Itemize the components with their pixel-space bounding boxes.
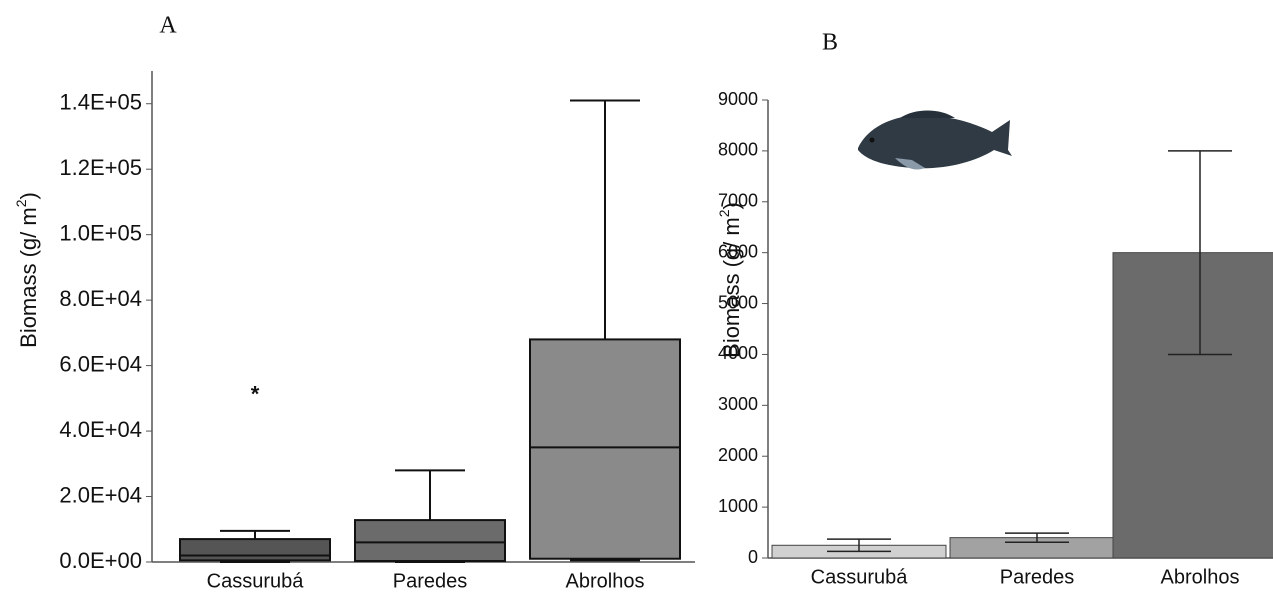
- x-tick-label: Paredes: [1000, 566, 1075, 588]
- y-axis-label: Biomass (g/ m2): [716, 202, 744, 358]
- y-tick-label: 7000: [718, 191, 758, 211]
- x-tick-label: Cassurubá: [207, 570, 305, 592]
- bar: [1112, 252, 1273, 559]
- outlier: *: [251, 382, 260, 407]
- y-axis-label-sup: 2: [716, 209, 732, 217]
- y-tick-label: 1.4E+05: [59, 90, 142, 115]
- box: [529, 338, 681, 560]
- y-tick-label: 0: [748, 547, 758, 567]
- y-tick-label: 4.0E+04: [59, 417, 142, 442]
- y-tick-label: 2000: [718, 445, 758, 465]
- y-tick-label: 4000: [718, 343, 758, 363]
- y-tick-label: 0.0E+00: [59, 548, 142, 573]
- y-tick-label: 8.0E+04: [59, 286, 142, 311]
- y-axis-label: Biomass (g/ m2): [13, 192, 41, 348]
- box: [179, 538, 331, 562]
- x-tick-label: Cassurubá: [811, 566, 909, 588]
- y-axis-label-close: ): [719, 202, 744, 209]
- y-tick-label: 1000: [718, 496, 758, 516]
- x-tick-label: Abrolhos: [1161, 566, 1240, 588]
- x-tick-label: Abrolhos: [566, 570, 645, 592]
- y-tick-label: 6000: [718, 241, 758, 261]
- box: [354, 519, 506, 563]
- y-axis-label-text: Biomass (g/ m: [16, 207, 41, 348]
- x-tick-label: Paredes: [393, 570, 468, 592]
- y-tick-label: 5000: [718, 292, 758, 312]
- y-axis-label-close: ): [16, 192, 41, 199]
- y-tick-label: 9000: [718, 89, 758, 109]
- y-axis-label-sup: 2: [13, 199, 29, 207]
- y-tick-label: 3000: [718, 394, 758, 414]
- panel-label: A: [159, 13, 177, 39]
- y-tick-label: 1.0E+05: [59, 220, 142, 245]
- panel-label: B: [822, 30, 838, 56]
- fish-icon: [858, 110, 1012, 170]
- y-axis-label-text: Biomass (g/ m: [719, 217, 744, 358]
- y-tick-label: 6.0E+04: [59, 351, 142, 376]
- y-tick-label: 2.0E+04: [59, 482, 142, 507]
- y-tick-label: 1.2E+05: [59, 155, 142, 180]
- y-tick-label: 8000: [718, 140, 758, 160]
